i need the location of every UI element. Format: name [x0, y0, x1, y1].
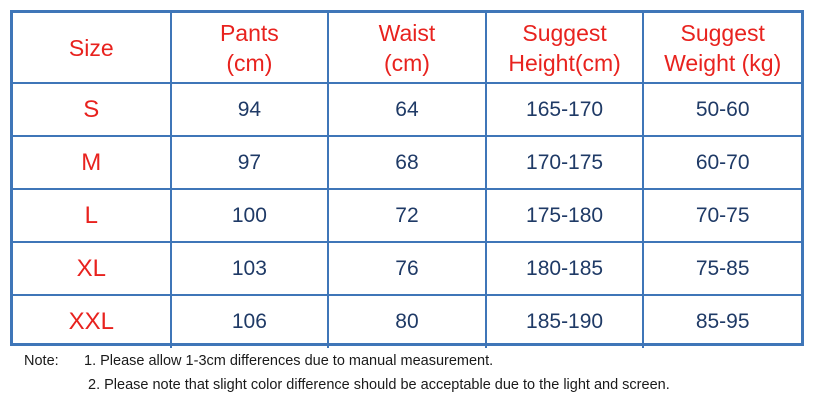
- size-cell: L: [13, 188, 172, 243]
- header-size-line1: Size: [68, 34, 114, 61]
- table-row: S 94 64 165-170 50-60: [13, 82, 801, 137]
- header-waist-line2: (cm): [383, 49, 430, 76]
- header-waist: Waist (cm): [327, 13, 487, 84]
- pants-cell: 97: [169, 135, 330, 190]
- table-row: L 100 72 175-180 70-75: [13, 188, 801, 243]
- waist-cell: 72: [327, 188, 487, 243]
- header-pants-line2: (cm): [226, 49, 273, 76]
- waist-cell: 80: [327, 294, 487, 348]
- header-weight-line2: Weight (kg): [664, 49, 782, 76]
- header-row: Size Pants (cm) Waist (cm) Suggest Heigh…: [13, 13, 801, 84]
- header-waist-line1: Waist: [378, 19, 436, 46]
- size-cell: S: [13, 82, 172, 137]
- height-cell: 170-175: [484, 135, 645, 190]
- waist-cell: 76: [327, 241, 487, 296]
- header-weight-line1: Suggest: [680, 19, 765, 46]
- header-pants: Pants (cm): [169, 13, 330, 84]
- note-line: 2. Please note that slight color differe…: [24, 373, 804, 397]
- pants-cell: 106: [169, 294, 330, 348]
- height-cell: 165-170: [484, 82, 645, 137]
- height-cell: 180-185: [484, 241, 645, 296]
- size-cell: XL: [13, 241, 172, 296]
- header-pants-line1: Pants: [219, 19, 279, 46]
- note-label: Note:: [24, 353, 59, 369]
- notes-section: Note: 1. Please allow 1-3cm differences …: [24, 349, 804, 397]
- height-cell: 175-180: [484, 188, 645, 243]
- note-item-2: 2. Please note that slight color differe…: [88, 377, 670, 393]
- weight-cell: 85-95: [642, 294, 801, 348]
- height-cell: 185-190: [484, 294, 645, 348]
- header-height-line2: Height(cm): [508, 49, 621, 76]
- size-cell: XXL: [13, 294, 172, 348]
- size-chart: Size Pants (cm) Waist (cm) Suggest Heigh…: [10, 10, 804, 348]
- table-row: XL 103 76 180-185 75-85: [13, 241, 801, 296]
- waist-cell: 68: [327, 135, 487, 190]
- header-height-line1: Suggest: [522, 19, 607, 46]
- header-height: Suggest Height(cm): [484, 13, 645, 84]
- note-item-1: 1. Please allow 1-3cm differences due to…: [84, 353, 494, 369]
- header-weight: Suggest Weight (kg): [642, 13, 801, 84]
- pants-cell: 103: [169, 241, 330, 296]
- size-cell: M: [13, 135, 172, 190]
- size-table: Size Pants (cm) Waist (cm) Suggest Heigh…: [13, 13, 801, 348]
- pants-cell: 94: [169, 82, 330, 137]
- waist-cell: 64: [327, 82, 487, 137]
- note-line: Note: 1. Please allow 1-3cm differences …: [24, 349, 804, 373]
- pants-cell: 100: [169, 188, 330, 243]
- table-row: M 97 68 170-175 60-70: [13, 135, 801, 190]
- table-row: XXL 106 80 185-190 85-95: [13, 294, 801, 348]
- weight-cell: 70-75: [642, 188, 801, 243]
- note-indent: [24, 373, 88, 397]
- weight-cell: 75-85: [642, 241, 801, 296]
- weight-cell: 60-70: [642, 135, 801, 190]
- header-size: Size: [13, 13, 172, 84]
- weight-cell: 50-60: [642, 82, 801, 137]
